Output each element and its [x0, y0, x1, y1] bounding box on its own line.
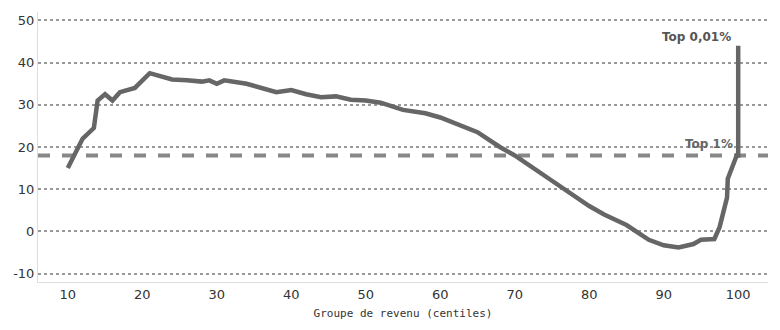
svg-text:Groupe de revenu (centiles): Groupe de revenu (centiles) — [314, 307, 493, 320]
svg-text:50: 50 — [357, 287, 374, 302]
svg-text:70: 70 — [506, 287, 523, 302]
svg-text:20: 20 — [134, 287, 151, 302]
svg-text:10: 10 — [60, 287, 77, 302]
svg-text:60: 60 — [432, 287, 449, 302]
svg-text:40: 40 — [283, 287, 300, 302]
svg-text:Top 1%: Top 1% — [685, 137, 733, 151]
svg-text:50: 50 — [18, 13, 35, 28]
svg-text:80: 80 — [581, 287, 598, 302]
svg-text:30: 30 — [209, 287, 226, 302]
svg-text:90: 90 — [655, 287, 672, 302]
svg-text:-10: -10 — [13, 266, 34, 281]
svg-text:Top 0,01%: Top 0,01% — [662, 30, 731, 44]
svg-text:40: 40 — [18, 55, 35, 70]
svg-text:30: 30 — [18, 97, 35, 112]
svg-text:100: 100 — [726, 287, 751, 302]
svg-text:0: 0 — [26, 224, 34, 239]
svg-text:20: 20 — [18, 140, 35, 155]
svg-text:10: 10 — [18, 182, 35, 197]
